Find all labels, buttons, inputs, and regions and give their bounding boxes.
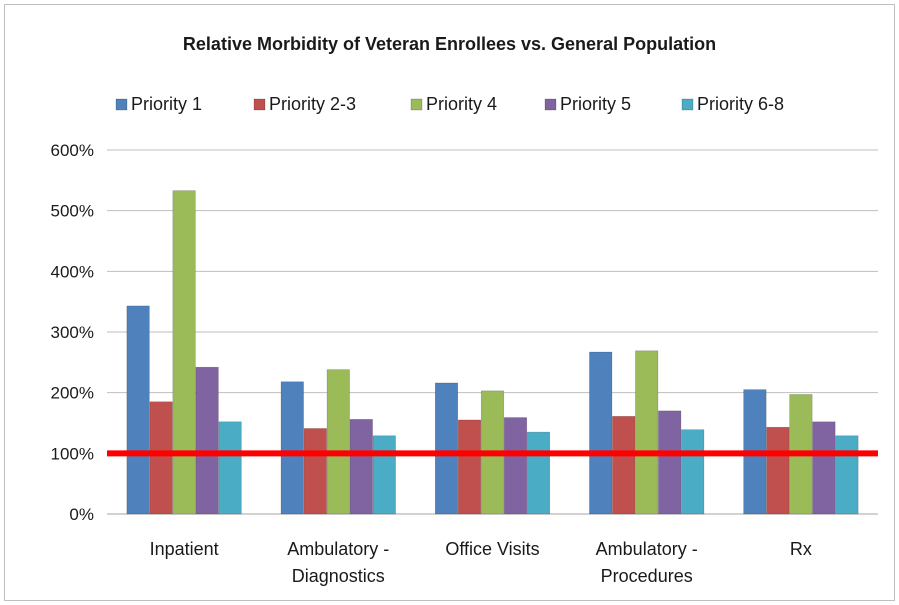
bar-priority-5-3 [658,410,682,515]
legend-label: Priority 1 [131,94,202,114]
y-tick-label: 500% [51,202,94,221]
bar-priority-6-8-3 [681,429,705,515]
x-tick-label: Inpatient [150,539,219,559]
x-tick-label: Ambulatory -Diagnostics [287,539,389,586]
legend-label: Priority 5 [560,94,631,114]
bar-priority-5-1 [349,419,373,515]
y-tick-label: 600% [51,141,94,160]
x-tick-label: Office Visits [445,539,539,559]
y-tick-label: 0% [69,505,94,524]
legend-swatch [253,98,266,111]
y-tick-label: 100% [51,444,94,463]
bar-priority-6-8-2 [526,431,551,515]
bar-priority-6-8-1 [372,435,396,515]
chart-legend: Priority 1 Priority 2-3 Priority 4 Priority… [115,94,784,114]
bar-priority-5-0 [195,366,219,515]
legend-label: Priority 2-3 [269,94,356,114]
x-axis: Inpatient Ambulatory -Diagnostics Office V… [150,539,812,586]
x-tick-label: Ambulatory -Procedures [596,539,698,586]
bar-priority-4-3 [635,350,659,515]
bar-priority-6-8-4 [835,435,859,515]
bar-priority-2-3-3 [612,416,636,515]
y-tick-label: 200% [51,384,94,403]
legend-label: Priority 4 [426,94,497,114]
bar-priority-2-3-2 [457,419,482,515]
chart-title: Relative Morbidity of Veteran Enrollees … [182,34,717,54]
bar-priority-2-3-1 [303,428,327,515]
bar-priority-1-1 [280,381,304,515]
legend-swatch [115,98,128,111]
bar-priority-1-3 [589,351,613,515]
bar-priority-2-3-4 [766,426,790,515]
bars [126,190,859,515]
legend-label: Priority 6-8 [697,94,784,114]
bar-priority-1-2 [434,382,459,515]
bar-priority-4-0 [172,190,196,515]
bar-priority-1-0 [126,305,150,515]
y-axis: 0% 100% 200% 300% 400% 500% 600% [51,141,94,524]
bar-priority-5-2 [503,417,528,515]
bar-priority-5-4 [812,421,836,515]
bar-priority-2-3-0 [149,401,173,515]
legend-swatch [410,98,423,111]
legend-swatch [544,98,557,111]
y-tick-label: 300% [51,323,94,342]
x-tick-label: Rx [790,539,812,559]
bar-priority-4-1 [326,369,350,515]
bar-priority-6-8-0 [218,421,242,515]
legend-swatch [681,98,694,111]
y-tick-label: 400% [51,262,94,281]
